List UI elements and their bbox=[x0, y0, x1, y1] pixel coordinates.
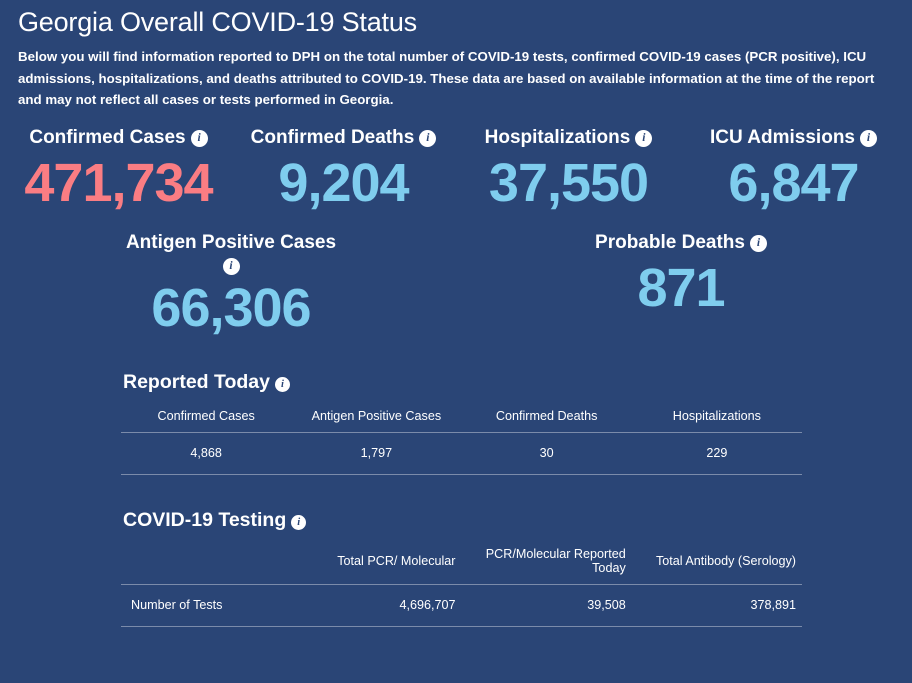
table-body: 4,868 1,797 30 229 bbox=[121, 431, 802, 475]
table-cell: 4,696,707 bbox=[291, 583, 462, 627]
section-covid-testing: COVID-19 Testing i Total PCR/ Molecular P… bbox=[0, 507, 912, 627]
metric-value: 66,306 bbox=[151, 277, 311, 338]
info-icon[interactable]: i bbox=[860, 129, 877, 147]
table-header: Confirmed Cases Antigen Positive Cases C… bbox=[121, 403, 802, 433]
info-icon[interactable]: i bbox=[190, 129, 208, 147]
reported-today-table: Confirmed Cases Antigen Positive Cases C… bbox=[121, 403, 802, 475]
table-cell: 1,797 bbox=[291, 431, 462, 475]
metrics-row-secondary: Antigen Positive Cases i 66,306 Probable… bbox=[0, 230, 912, 339]
metric-value: 871 bbox=[637, 257, 725, 318]
table-cell: 229 bbox=[631, 431, 802, 475]
metric-card-confirmed-cases: Confirmed Cases i 471,734 bbox=[6, 125, 231, 214]
info-icon[interactable]: i bbox=[419, 129, 437, 147]
section-reported-today: Reported Today i Confirmed Cases Antigen … bbox=[0, 369, 912, 475]
section-title: COVID-19 Testing bbox=[123, 508, 287, 531]
table-row: 4,868 1,797 30 229 bbox=[121, 431, 802, 475]
table-body: Number of Tests 4,696,707 39,508 378,891 bbox=[121, 583, 802, 627]
metric-value: 471,734 bbox=[24, 152, 213, 213]
metric-label: Antigen Positive Cases bbox=[125, 231, 337, 253]
column-header bbox=[121, 541, 291, 585]
column-header: Confirmed Deaths bbox=[495, 408, 598, 423]
table-row: Number of Tests 4,696,707 39,508 378,891 bbox=[121, 583, 802, 627]
table-cell: 30 bbox=[461, 431, 632, 475]
page-title: Georgia Overall COVID-19 Status bbox=[18, 7, 417, 37]
page-header: Georgia Overall COVID-19 Status Below yo… bbox=[0, 0, 912, 111]
page-description: Below you will find information reported… bbox=[18, 49, 875, 107]
metric-label: Confirmed Deaths bbox=[250, 126, 415, 148]
column-header: Total Antibody (Serology) bbox=[655, 553, 796, 568]
column-header: Hospitalizations bbox=[672, 408, 761, 423]
metric-card-confirmed-deaths: Confirmed Deaths i 9,204 bbox=[231, 125, 456, 214]
metric-label: ICU Admissions bbox=[710, 126, 855, 148]
column-header: Total PCR/ Molecular bbox=[337, 553, 456, 568]
table-header-row: Total PCR/ Molecular PCR/Molecular Repor… bbox=[121, 541, 802, 585]
table-cell: 39,508 bbox=[461, 583, 632, 627]
column-header: Confirmed Cases bbox=[157, 408, 255, 423]
metric-label: Probable Deaths bbox=[595, 231, 745, 253]
column-header: Antigen Positive Cases bbox=[311, 408, 442, 423]
metric-label: Hospitalizations bbox=[484, 126, 631, 148]
table-header-row: Confirmed Cases Antigen Positive Cases C… bbox=[121, 403, 802, 433]
metric-card-antigen-positive-cases: Antigen Positive Cases i 66,306 bbox=[6, 230, 456, 339]
metric-label: Confirmed Cases bbox=[29, 126, 186, 148]
column-header: PCR/Molecular Reported Today bbox=[485, 546, 626, 575]
info-icon[interactable]: i bbox=[222, 257, 240, 275]
info-icon[interactable]: i bbox=[749, 234, 767, 252]
info-icon[interactable]: i bbox=[274, 376, 290, 392]
info-icon[interactable]: i bbox=[291, 514, 307, 530]
covid-testing-table: Total PCR/ Molecular PCR/Molecular Repor… bbox=[121, 541, 802, 627]
metric-value: 37,550 bbox=[488, 152, 649, 213]
section-heading-row: COVID-19 Testing i bbox=[123, 507, 802, 533]
metric-value: 9,204 bbox=[278, 152, 409, 213]
metric-label-row: Hospitalizations i bbox=[484, 126, 653, 148]
table-cell: 4,868 bbox=[121, 431, 292, 475]
table-cell: 378,891 bbox=[631, 583, 802, 627]
metric-label-row: Confirmed Deaths i bbox=[250, 126, 437, 148]
metric-value: 6,847 bbox=[728, 152, 859, 213]
metric-card-hospitalizations: Hospitalizations i 37,550 bbox=[456, 125, 681, 214]
metric-label-row: Confirmed Cases i bbox=[29, 126, 208, 148]
metric-label-row: Probable Deaths i bbox=[595, 231, 767, 253]
section-heading-row: Reported Today i bbox=[123, 369, 802, 395]
section-title: Reported Today bbox=[123, 370, 270, 393]
table-header: Total PCR/ Molecular PCR/Molecular Repor… bbox=[121, 541, 802, 585]
info-icon[interactable]: i bbox=[635, 129, 653, 147]
metric-label-row: ICU Admissions i bbox=[710, 126, 877, 148]
metric-card-icu-admissions: ICU Admissions i 6,847 bbox=[681, 125, 906, 214]
metrics-row-primary: Confirmed Cases i 471,734 Confirmed Death… bbox=[0, 125, 912, 214]
row-label: Number of Tests bbox=[121, 583, 292, 627]
metric-card-probable-deaths: Probable Deaths i 871 bbox=[456, 230, 906, 339]
